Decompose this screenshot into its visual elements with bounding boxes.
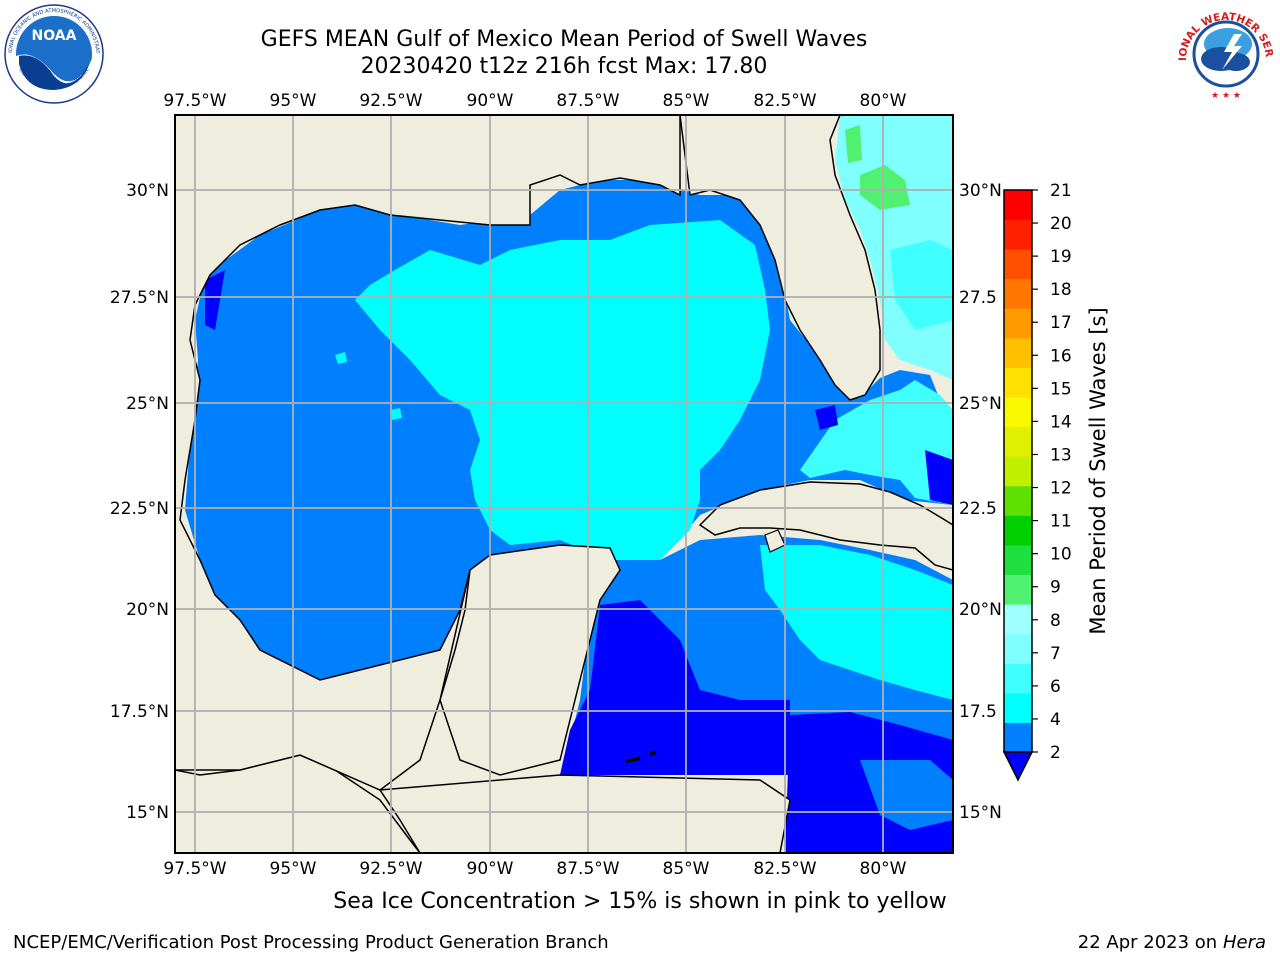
lat-label-right: 22.5 (959, 499, 997, 519)
colorbar-tick-label: 9 (1050, 578, 1061, 598)
colorbar-swatch (1004, 633, 1032, 664)
lat-label-right: 17.5 (959, 702, 997, 722)
colorbar-swatch (1004, 397, 1032, 428)
colorbar-swatch (1004, 367, 1032, 398)
lon-label-bottom: 90°W (467, 859, 514, 879)
colorbar-tick-label: 4 (1050, 710, 1061, 730)
colorbar-under-triangle (1002, 751, 1034, 782)
lon-label-top: 87.5°W (556, 91, 619, 111)
lon-label-top: 92.5°W (359, 91, 422, 111)
colorbar-swatch (1004, 456, 1032, 487)
lat-label-right: 25°N (959, 394, 1002, 414)
colorbar-tick-label: 13 (1050, 445, 1072, 465)
colorbar-tick-label: 16 (1050, 346, 1072, 366)
lat-label-right: 15°N (959, 803, 1002, 823)
colorbar-swatch (1004, 426, 1032, 457)
colorbar-tick-label: 2 (1050, 743, 1061, 763)
lon-label-top: 90°W (467, 91, 514, 111)
lat-label-right: 27.5 (959, 288, 997, 308)
colorbar-tick-label: 21 (1050, 181, 1072, 201)
colorbar-swatch (1004, 278, 1032, 309)
lat-label-left: 20°N (126, 600, 169, 620)
gulf-central-region (355, 220, 770, 560)
nws-logo: NATIONAL WEATHER SERVICE ★ ★ ★ (1176, 4, 1275, 102)
colorbar-tick-label: 11 (1050, 512, 1072, 532)
colorbar-tick-label: 6 (1050, 677, 1061, 697)
lon-label-bottom: 85°W (663, 859, 710, 879)
lat-label-left: 22.5°N (110, 499, 169, 519)
colorbar-swatch (1004, 604, 1032, 635)
florida-land (679, 115, 881, 401)
colorbar-swatch (1004, 515, 1032, 546)
credit-text: NCEP/EMC/Verification Post Processing Pr… (13, 932, 609, 953)
colorbar-tick-label: 8 (1050, 611, 1061, 631)
bahamas-region (800, 380, 953, 505)
lat-label-right: 30°N (959, 181, 1002, 201)
central-america-land (378, 774, 791, 853)
colorbar-swatch (1004, 337, 1032, 368)
lon-label-bottom: 87.5°W (556, 859, 619, 879)
map-gridlines (175, 115, 953, 853)
lat-label-right: 20°N (959, 600, 1002, 620)
lon-label-bottom: 92.5°W (359, 859, 422, 879)
colorbar-tick-label: 10 (1050, 545, 1072, 565)
colorbar-tick-label: 14 (1050, 412, 1072, 432)
map-subtitle: 20230420 t12z 216h fcst Max: 17.80 (360, 54, 768, 79)
lat-label-left: 17.5°N (110, 702, 169, 722)
cuba-land (698, 481, 953, 571)
lat-label-left: 30°N (126, 181, 169, 201)
date-text: 22 Apr 2023 on (1077, 932, 1218, 953)
svg-text:★ ★ ★: ★ ★ ★ (1211, 91, 1241, 101)
lon-label-top: 95°W (270, 91, 317, 111)
lon-label-bottom: 82.5°W (753, 859, 816, 879)
sea-ice-note: Sea Ice Concentration > 15% is shown in … (333, 889, 947, 914)
lon-label-top: 80°W (860, 91, 907, 111)
noaa-logo: NOAA NATIONAL OCEANIC AND ATMOSPHERIC AD… (4, 4, 104, 104)
colorbar-swatch (1004, 574, 1032, 605)
lat-label-left: 15°N (126, 803, 169, 823)
map-frame (174, 114, 954, 854)
colorbar-tick-label: 20 (1050, 214, 1072, 234)
lon-label-top: 85°W (663, 91, 710, 111)
colorbar-swatch (1004, 722, 1032, 753)
colorbar-swatch (1004, 308, 1032, 339)
lon-label-bottom: 80°W (860, 859, 907, 879)
colorbar-tick-label: 12 (1050, 479, 1072, 499)
colorbar-swatch (1004, 692, 1032, 723)
colorbar-swatch (1004, 219, 1032, 250)
map-title: GEFS MEAN Gulf of Mexico Mean Period of … (260, 27, 868, 52)
lat-label-left: 25°N (126, 394, 169, 414)
lon-label-bottom: 97.5°W (163, 859, 226, 879)
caribbean-east-region (760, 545, 953, 700)
colorbar-tick-label: 7 (1050, 644, 1061, 664)
yucatan-land (439, 544, 621, 776)
noaa-logo-text: NOAA (32, 28, 77, 44)
lon-label-top: 82.5°W (753, 91, 816, 111)
colorbar-swatch (1004, 249, 1032, 280)
colorbar-swatch (1004, 190, 1032, 221)
us-gulf-coast-land (175, 115, 681, 791)
colorbar-tick-label: 18 (1050, 280, 1072, 300)
colorbar-swatch (1004, 663, 1032, 694)
colorbar-tick-label: 15 (1050, 379, 1072, 399)
colorbar-tick-label: 17 (1050, 313, 1072, 333)
colorbar-outline (1003, 189, 1033, 753)
lon-label-bottom: 95°W (270, 859, 317, 879)
colorbar: 2 4 6 7 8 9 10 11 12 13 14 15 16 17 18 19 20 21 (1002, 181, 1072, 782)
map-field (175, 115, 953, 853)
colorbar-tick-label: 19 (1050, 247, 1072, 267)
colorbar-swatch (1004, 544, 1032, 576)
machine-text: Hera (1222, 932, 1266, 953)
colorbar-label: Mean Period of Swell Waves [s] (1086, 307, 1110, 634)
lat-label-left: 27.5°N (110, 288, 169, 308)
lon-label-top: 97.5°W (163, 91, 226, 111)
colorbar-swatch (1004, 485, 1032, 516)
date-credit: 22 Apr 2023 on Hera (1078, 932, 1266, 954)
